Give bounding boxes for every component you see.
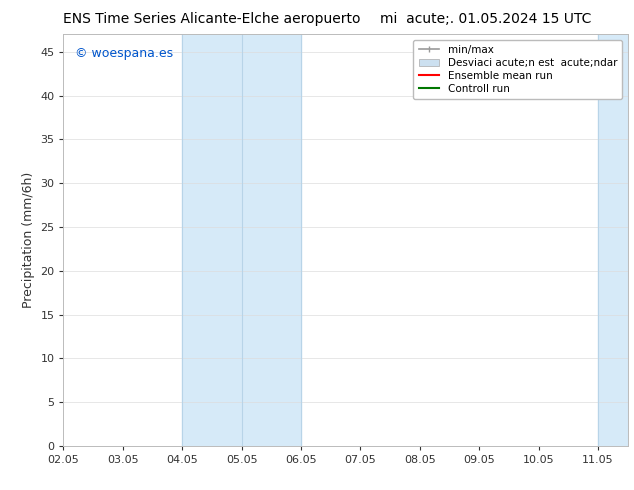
Y-axis label: Precipitation (mm/6h): Precipitation (mm/6h) xyxy=(22,172,35,308)
Bar xyxy=(182,34,301,446)
Text: mi  acute;. 01.05.2024 15 UTC: mi acute;. 01.05.2024 15 UTC xyxy=(380,12,592,26)
Bar xyxy=(598,34,628,446)
Text: © woespana.es: © woespana.es xyxy=(75,47,173,60)
Text: ENS Time Series Alicante-Elche aeropuerto: ENS Time Series Alicante-Elche aeropuert… xyxy=(63,12,361,26)
Legend: min/max, Desviaci acute;n est  acute;ndar, Ensemble mean run, Controll run: min/max, Desviaci acute;n est acute;ndar… xyxy=(413,40,623,99)
